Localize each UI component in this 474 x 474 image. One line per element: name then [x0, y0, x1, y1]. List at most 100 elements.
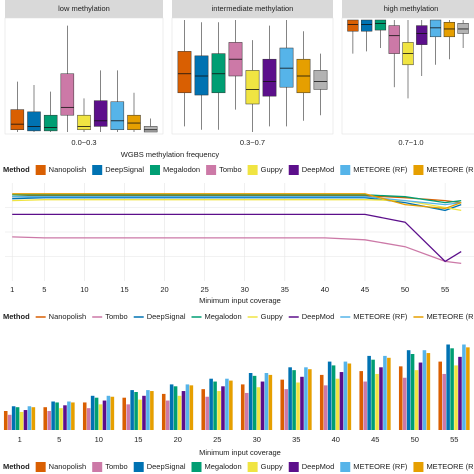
x-tick-label: 20: [174, 435, 182, 444]
line: [12, 236, 462, 265]
bar: [260, 381, 265, 430]
x-tick-label: 30: [241, 285, 249, 294]
bar: [181, 391, 186, 430]
bar: [173, 386, 178, 430]
box: [313, 70, 328, 90]
bar: [339, 372, 344, 430]
bar: [418, 362, 423, 430]
facet-label: high methylation: [384, 4, 439, 13]
x-tick-label: 25: [200, 285, 208, 294]
bar: [177, 395, 182, 430]
bar: [248, 373, 253, 430]
bar: [31, 407, 36, 430]
x-tick-label: 15: [120, 285, 128, 294]
box: [143, 126, 158, 133]
bar: [462, 344, 466, 430]
bar: [359, 371, 364, 430]
box: [374, 19, 387, 31]
bar: [256, 387, 261, 430]
box: [245, 70, 260, 105]
legend-label: Nanopolish: [49, 462, 87, 471]
bar: [27, 406, 32, 430]
box: [211, 53, 226, 94]
legend-key: [35, 165, 46, 175]
x-tick-label: 50: [401, 285, 409, 294]
box: [416, 25, 428, 45]
bar: [90, 395, 95, 430]
x-tick-label: 40: [321, 285, 329, 294]
x-tick-label: 1: [10, 285, 14, 294]
bar: [150, 391, 154, 430]
x-tick-label: 20: [160, 285, 168, 294]
x-tick-label: 0.0~0.3: [71, 138, 96, 147]
legend-label: METEORE (REG): [426, 462, 474, 471]
legend-label: Guppy: [261, 312, 283, 321]
box: [443, 21, 455, 38]
legend-label: DeepMod: [302, 165, 335, 174]
box: [10, 109, 25, 131]
legend-label: DeepSignal: [147, 312, 186, 321]
bar: [422, 350, 427, 430]
line: [12, 196, 462, 206]
bar: [402, 377, 407, 430]
legend-key: [288, 462, 299, 472]
legend-key: [92, 462, 103, 472]
legend-key: [206, 165, 217, 175]
facet-label: intermediate methylation: [212, 4, 294, 13]
x-tick-label: 0.3~0.7: [240, 138, 265, 147]
bar: [327, 361, 332, 430]
line: [12, 193, 462, 210]
bar: [398, 366, 403, 430]
legend-key: [149, 165, 160, 175]
legend-key: [35, 462, 46, 472]
bar: [347, 363, 352, 430]
bar: [185, 384, 190, 430]
bar: [319, 374, 324, 430]
line: [12, 194, 462, 204]
bar: [244, 392, 249, 430]
x-tick-label: 35: [292, 435, 300, 444]
bar: [55, 402, 59, 430]
legend-label: Megalodon: [163, 165, 200, 174]
legend-title: Method: [3, 462, 30, 471]
legend-key: [340, 165, 351, 175]
bar: [43, 407, 48, 430]
x-tick-label: 25: [213, 435, 221, 444]
bar: [169, 384, 174, 430]
x-tick-label: 45: [371, 435, 379, 444]
bar: [450, 348, 454, 430]
bar: [414, 370, 419, 430]
bar: [130, 390, 134, 430]
box: [279, 47, 294, 88]
x-tick-label: 50: [411, 435, 419, 444]
legend-key: [133, 462, 144, 472]
bar: [300, 376, 304, 430]
bar: [308, 369, 312, 430]
legend-label: METEORE (RF): [353, 165, 408, 174]
bar: [229, 380, 233, 430]
bar: [466, 347, 470, 430]
bar: [343, 361, 348, 430]
box: [93, 100, 108, 127]
bar: [102, 400, 107, 430]
bar: [280, 379, 285, 430]
bar: [304, 367, 308, 430]
bar: [292, 370, 296, 430]
legend-label: DeepMod: [302, 312, 335, 321]
legend-label: Guppy: [261, 462, 283, 471]
x-tick-label: 0.7~1.0: [398, 138, 423, 147]
bar: [23, 410, 28, 430]
bar: [134, 392, 138, 430]
legend-key: [247, 165, 258, 175]
bar: [268, 374, 273, 430]
bar: [284, 389, 288, 430]
bar: [288, 367, 292, 430]
bar: [383, 355, 387, 430]
x-tick-label: 1: [18, 435, 22, 444]
bar: [446, 344, 450, 430]
bar: [296, 382, 300, 430]
bar: [438, 361, 443, 430]
bar: [63, 405, 67, 430]
x-axis-title: WGBS methylation frequency: [121, 150, 220, 159]
